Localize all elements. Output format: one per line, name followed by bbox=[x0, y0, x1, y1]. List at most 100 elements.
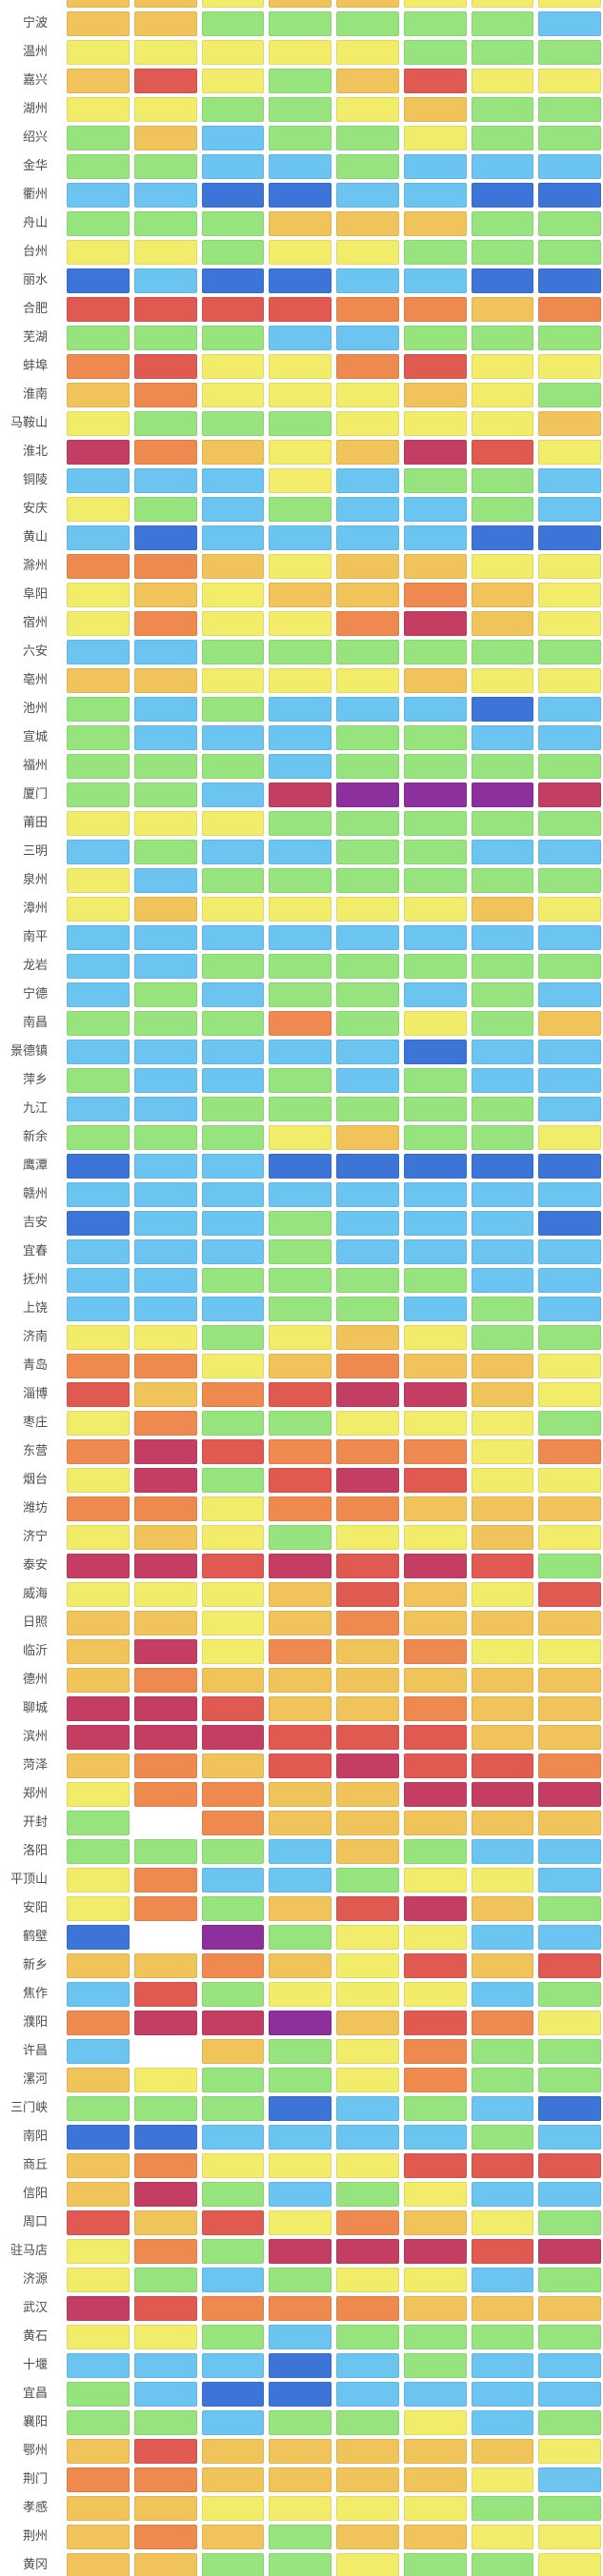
heatmap-cell[interactable] bbox=[133, 297, 197, 322]
heatmap-cell[interactable] bbox=[538, 897, 601, 921]
heatmap-cell[interactable] bbox=[133, 611, 197, 636]
heatmap-cell[interactable] bbox=[67, 154, 130, 179]
heatmap-cell[interactable] bbox=[471, 268, 534, 293]
heatmap-cell[interactable] bbox=[336, 725, 399, 750]
heatmap-cell[interactable] bbox=[471, 982, 534, 1007]
heatmap-cell[interactable] bbox=[67, 2210, 130, 2235]
heatmap-cell[interactable] bbox=[269, 2353, 332, 2378]
heatmap-cell[interactable] bbox=[67, 2325, 130, 2349]
heatmap-cell[interactable] bbox=[201, 583, 265, 607]
heatmap-cell[interactable] bbox=[471, 2210, 534, 2235]
heatmap-cell[interactable] bbox=[336, 2525, 399, 2549]
heatmap-cell[interactable] bbox=[538, 2553, 601, 2576]
heatmap-cell[interactable] bbox=[538, 1068, 601, 1093]
heatmap-cell[interactable] bbox=[403, 1097, 467, 1121]
heatmap-cell[interactable] bbox=[403, 2382, 467, 2407]
heatmap-cell[interactable] bbox=[538, 69, 601, 93]
heatmap-cell[interactable] bbox=[403, 1839, 467, 1864]
heatmap-cell[interactable] bbox=[67, 268, 130, 293]
heatmap-cell[interactable] bbox=[133, 583, 197, 607]
heatmap-cell[interactable] bbox=[201, 411, 265, 436]
heatmap-cell[interactable] bbox=[201, 2068, 265, 2092]
heatmap-cell[interactable] bbox=[403, 1611, 467, 1635]
heatmap-cell[interactable] bbox=[403, 1297, 467, 1321]
heatmap-cell[interactable] bbox=[201, 1582, 265, 1607]
heatmap-cell[interactable] bbox=[403, 1354, 467, 1378]
heatmap-cell[interactable] bbox=[538, 954, 601, 979]
heatmap-cell[interactable] bbox=[471, 1468, 534, 1493]
heatmap-cell[interactable] bbox=[67, 440, 130, 465]
heatmap-cell[interactable] bbox=[403, 1525, 467, 1550]
heatmap-cell[interactable] bbox=[403, 1182, 467, 1207]
heatmap-cell[interactable] bbox=[201, 668, 265, 693]
heatmap-cell[interactable] bbox=[403, 1154, 467, 1179]
heatmap-cell[interactable] bbox=[538, 1268, 601, 1293]
heatmap-cell[interactable] bbox=[538, 554, 601, 579]
heatmap-cell[interactable] bbox=[403, 69, 467, 93]
heatmap-cell[interactable] bbox=[336, 668, 399, 693]
heatmap-cell[interactable] bbox=[336, 1554, 399, 1578]
heatmap-cell[interactable] bbox=[471, 468, 534, 493]
heatmap-cell[interactable] bbox=[67, 2153, 130, 2178]
heatmap-cell[interactable] bbox=[336, 69, 399, 93]
heatmap-cell[interactable] bbox=[133, 1382, 197, 1407]
heatmap-cell[interactable] bbox=[67, 2467, 130, 2492]
heatmap-cell[interactable] bbox=[133, 240, 197, 265]
heatmap-cell[interactable] bbox=[201, 697, 265, 722]
heatmap-cell[interactable] bbox=[201, 1297, 265, 1321]
heatmap-cell[interactable] bbox=[403, 1582, 467, 1607]
heatmap-cell[interactable] bbox=[201, 1754, 265, 1778]
heatmap-cell[interactable] bbox=[269, 1068, 332, 1093]
heatmap-cell[interactable] bbox=[403, 183, 467, 208]
heatmap-cell[interactable] bbox=[133, 154, 197, 179]
heatmap-cell[interactable] bbox=[538, 583, 601, 607]
heatmap-cell[interactable] bbox=[403, 468, 467, 493]
heatmap-cell[interactable] bbox=[471, 2096, 534, 2121]
heatmap-cell[interactable] bbox=[67, 1811, 130, 1835]
heatmap-cell[interactable] bbox=[133, 1154, 197, 1179]
heatmap-cell[interactable] bbox=[336, 411, 399, 436]
heatmap-cell[interactable] bbox=[133, 2268, 197, 2292]
heatmap-cell[interactable] bbox=[403, 1411, 467, 1436]
heatmap-cell[interactable] bbox=[471, 1040, 534, 1064]
heatmap-cell[interactable] bbox=[538, 297, 601, 322]
heatmap-cell[interactable] bbox=[336, 1525, 399, 1550]
heatmap-cell[interactable] bbox=[336, 1382, 399, 1407]
heatmap-cell[interactable] bbox=[269, 183, 332, 208]
heatmap-cell[interactable] bbox=[336, 2353, 399, 2378]
heatmap-cell[interactable] bbox=[269, 954, 332, 979]
heatmap-cell[interactable] bbox=[269, 611, 332, 636]
heatmap-cell[interactable] bbox=[538, 326, 601, 350]
heatmap-cell[interactable] bbox=[471, 40, 534, 65]
heatmap-cell[interactable] bbox=[269, 1925, 332, 1950]
heatmap-cell[interactable] bbox=[67, 2039, 130, 2064]
heatmap-cell[interactable] bbox=[133, 97, 197, 122]
heatmap-cell[interactable] bbox=[133, 2011, 197, 2035]
heatmap-cell[interactable] bbox=[403, 297, 467, 322]
heatmap-cell[interactable] bbox=[336, 1754, 399, 1778]
heatmap-cell[interactable] bbox=[269, 1668, 332, 1693]
heatmap-cell[interactable] bbox=[201, 97, 265, 122]
heatmap-cell[interactable] bbox=[471, 1953, 534, 1978]
heatmap-cell[interactable] bbox=[67, 2525, 130, 2549]
heatmap-cell[interactable] bbox=[201, 2439, 265, 2464]
heatmap-cell[interactable] bbox=[133, 1982, 197, 2007]
heatmap-cell[interactable] bbox=[133, 497, 197, 522]
heatmap-cell[interactable] bbox=[133, 2325, 197, 2349]
heatmap-cell[interactable] bbox=[471, 1068, 534, 1093]
heatmap-cell[interactable] bbox=[538, 354, 601, 379]
heatmap-cell[interactable] bbox=[201, 154, 265, 179]
heatmap-cell[interactable] bbox=[336, 925, 399, 950]
heatmap-cell[interactable] bbox=[403, 697, 467, 722]
heatmap-cell[interactable] bbox=[538, 1154, 601, 1179]
heatmap-cell[interactable] bbox=[133, 1468, 197, 1493]
heatmap-cell[interactable] bbox=[336, 1354, 399, 1378]
heatmap-cell[interactable] bbox=[336, 1325, 399, 1350]
heatmap-cell[interactable] bbox=[269, 1325, 332, 1350]
heatmap-cell[interactable] bbox=[133, 725, 197, 750]
heatmap-cell[interactable] bbox=[269, 2210, 332, 2235]
heatmap-cell[interactable] bbox=[471, 2239, 534, 2264]
heatmap-cell[interactable] bbox=[403, 1554, 467, 1578]
heatmap-cell[interactable] bbox=[471, 2068, 534, 2092]
heatmap-cell[interactable] bbox=[471, 2353, 534, 2378]
